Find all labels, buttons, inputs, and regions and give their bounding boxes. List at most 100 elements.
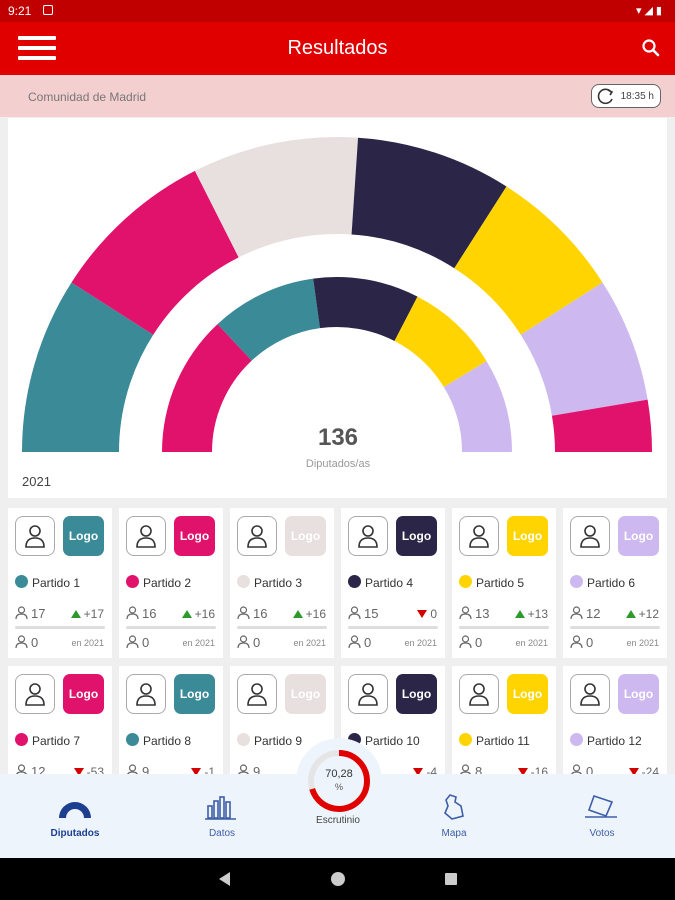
seats-value: 0: [586, 764, 594, 779]
party-card[interactable]: Logo Partido 6 12 +12 0 en 2021: [563, 508, 667, 658]
recent-apps-icon[interactable]: [445, 873, 457, 885]
prev-seats-value: 0: [586, 635, 594, 650]
party-logo: Logo: [285, 674, 326, 714]
party-name: Partido 11: [476, 734, 530, 748]
candidate-avatar-icon: [348, 516, 388, 556]
hamburger-icon[interactable]: [18, 36, 56, 62]
candidate-avatar-icon: [348, 674, 388, 714]
prev-seats-value: 0: [475, 635, 483, 650]
party-logo: Logo: [396, 674, 437, 714]
party-seats: 16: [237, 606, 267, 621]
seat-change: +16: [292, 607, 326, 621]
hemicycle-svg: [22, 137, 652, 452]
chart-year: 2021: [22, 474, 51, 489]
party-color-dot: [126, 733, 139, 746]
ballot-icon: [585, 794, 617, 818]
candidate-avatar-icon: [15, 516, 55, 556]
party-card[interactable]: Logo Partido 4 15 0 0 en 2021: [341, 508, 445, 658]
trend-icon: [514, 610, 525, 618]
divider: [570, 626, 660, 629]
party-name: Partido 7: [32, 734, 81, 748]
party-card[interactable]: Logo Partido 1 17 +17 0 en 2021: [8, 508, 112, 658]
prev-year-label: en 2021: [71, 638, 104, 648]
hemicycle-outer-segment-7: [551, 399, 652, 452]
candidate-avatar-icon: [459, 674, 499, 714]
prev-seats: 0: [237, 635, 260, 650]
party-color-dot: [15, 575, 28, 588]
candidate-avatar-icon: [126, 516, 166, 556]
app-bar: Resultados: [0, 22, 675, 75]
seats-value: 13: [475, 606, 490, 621]
total-seats: 136: [317, 424, 359, 451]
party-logo: Logo: [63, 516, 104, 556]
prev-seats-value: 0: [364, 635, 372, 650]
prev-seats: 0: [348, 635, 371, 650]
system-nav-bar: [0, 858, 675, 900]
party-logo: Logo: [396, 516, 437, 556]
hemicycle-outer-segment-4: [351, 137, 507, 269]
party-color-dot: [126, 575, 139, 588]
prev-seats: 0: [459, 635, 482, 650]
seat-change: -4: [413, 765, 437, 779]
seat-change: +16: [181, 607, 215, 621]
notification-icon: [43, 5, 53, 15]
party-color-dot: [570, 575, 583, 588]
divider: [126, 626, 216, 629]
party-name: Partido 1: [32, 576, 81, 590]
progress-ring: [308, 750, 370, 812]
party-logo: Logo: [63, 674, 104, 714]
nav-escrutinio-label: Escrutinio: [316, 815, 360, 826]
search-icon[interactable]: [641, 38, 661, 58]
seats-value: 12: [586, 606, 601, 621]
divider: [459, 626, 549, 629]
trend-icon: [70, 610, 81, 618]
trend-icon: [625, 610, 636, 618]
seats-value: 8: [475, 764, 483, 779]
party-color-dot: [15, 733, 28, 746]
party-card[interactable]: Logo Partido 3 16 +16 0 en 2021: [230, 508, 334, 658]
refresh-button[interactable]: 18:35 h: [591, 84, 661, 108]
party-name: Partido 4: [365, 576, 414, 590]
refresh-time: 18:35 h: [620, 91, 654, 102]
page-title: Resultados: [287, 37, 388, 59]
nav-mapa-label: Mapa: [441, 828, 467, 839]
candidate-avatar-icon: [570, 674, 610, 714]
party-card[interactable]: Logo Partido 5 13 +13 0 en 2021: [452, 508, 556, 658]
divider: [237, 626, 327, 629]
party-seats: 16: [126, 606, 156, 621]
prev-seats: 0: [15, 635, 38, 650]
nav-votos-label: Votos: [589, 828, 615, 839]
back-icon[interactable]: [219, 872, 230, 886]
party-name: Partido 2: [143, 576, 192, 590]
seat-change: +13: [514, 607, 548, 621]
divider: [348, 626, 438, 629]
hemicycle-inner-segment-5: [443, 361, 512, 452]
party-seats: 17: [15, 606, 45, 621]
map-icon: [444, 794, 464, 820]
prev-year-label: en 2021: [293, 638, 326, 648]
seat-change: +12: [625, 607, 659, 621]
trend-icon: [181, 610, 192, 618]
party-color-dot: [570, 733, 583, 746]
seat-change-value: +17: [83, 607, 104, 621]
party-name: Partido 6: [587, 576, 636, 590]
party-card[interactable]: Logo Partido 2 16 +16 0 en 2021: [119, 508, 223, 658]
party-logo: Logo: [618, 516, 659, 556]
party-name: Partido 10: [365, 734, 420, 748]
trend-icon: [191, 768, 202, 776]
party-name: Partido 3: [254, 576, 303, 590]
divider: [15, 626, 105, 629]
nav-datos-label: Datos: [208, 828, 236, 839]
hemicycle-outer-segment-5: [454, 186, 603, 335]
seat-change-value: +13: [527, 607, 548, 621]
hemicycle-inner-segment-1: [162, 324, 252, 452]
seats-value: 16: [142, 606, 157, 621]
prev-seats-value: 0: [253, 635, 261, 650]
party-name: Partido 12: [587, 734, 642, 748]
home-icon[interactable]: [331, 872, 345, 886]
bar-chart-icon: [205, 796, 236, 820]
candidate-avatar-icon: [570, 516, 610, 556]
seat-change: -1: [191, 765, 215, 779]
escrutinio-gauge[interactable]: 70,28 %: [296, 738, 382, 824]
prev-year-label: en 2021: [182, 638, 215, 648]
